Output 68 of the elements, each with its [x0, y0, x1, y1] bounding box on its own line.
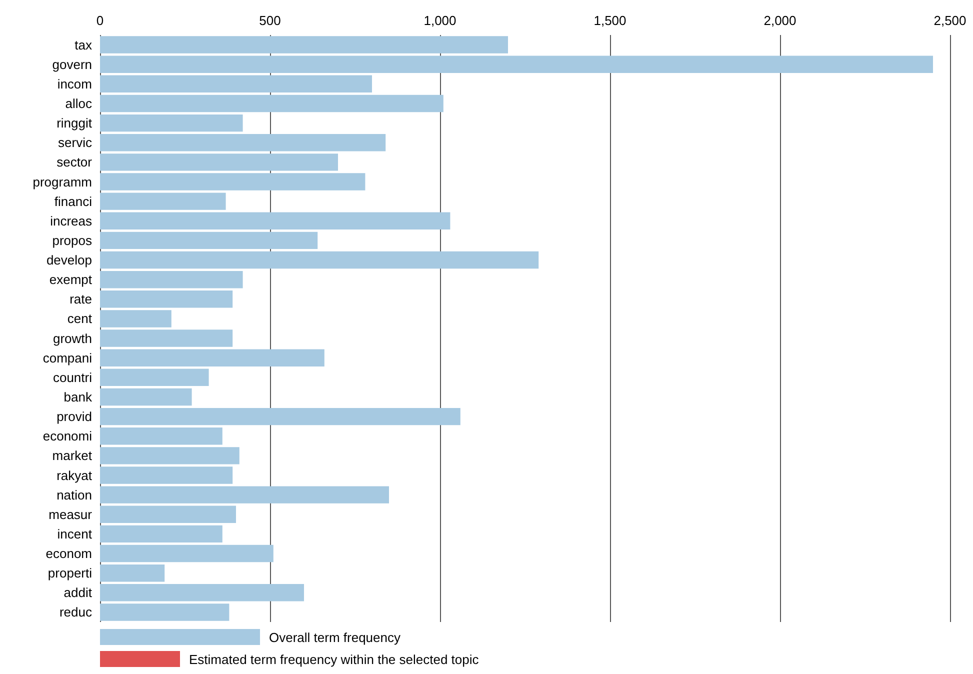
bar — [100, 232, 318, 250]
bar — [100, 251, 539, 269]
bar — [100, 330, 233, 347]
y-tick-label: incent — [57, 526, 92, 542]
y-tick-label: incom — [57, 76, 92, 92]
y-tick-label: reduc — [59, 604, 92, 620]
y-tick-label: economi — [42, 428, 92, 444]
y-tick-label: servic — [58, 135, 92, 150]
y-tick-label: countri — [52, 370, 92, 385]
y-tick-label: financi — [54, 194, 92, 209]
y-tick-label: measur — [48, 506, 93, 522]
bar — [100, 349, 324, 366]
bar — [100, 428, 222, 445]
y-tick-label: cent — [67, 311, 92, 326]
x-tick-label: 2,500 — [934, 13, 966, 28]
y-tick-label: alloc — [65, 96, 92, 111]
bar — [100, 506, 236, 523]
bar — [100, 604, 230, 621]
y-tick-label: compani — [42, 350, 92, 366]
bar — [100, 447, 240, 464]
y-tick-label: govern — [52, 56, 92, 72]
bar — [100, 94, 444, 112]
y-tick-label: exempt — [49, 272, 92, 288]
bar — [100, 408, 460, 426]
y-tick-label: propos — [52, 232, 92, 248]
bar — [100, 525, 222, 543]
y-tick-label: bank — [64, 389, 92, 404]
bar — [100, 270, 243, 288]
bar — [100, 173, 366, 190]
y-tick-label: increas — [50, 213, 92, 228]
text: Overall term frequency — [269, 630, 400, 644]
bar — [100, 114, 243, 132]
bar — [100, 564, 165, 582]
y-tick-label: nation — [56, 487, 92, 502]
bar — [100, 368, 209, 386]
y-tick-label: rakyat — [56, 468, 92, 483]
bar — [100, 154, 338, 171]
y-tick-label: programm — [32, 174, 92, 190]
bar — [100, 584, 304, 602]
bar — [100, 290, 233, 308]
bar — [100, 36, 508, 54]
y-tick-label: growth — [52, 330, 92, 346]
x-tick-label: 1,500 — [594, 13, 626, 28]
y-tick-label: tax — [74, 37, 92, 52]
y-tick-label: ringgit — [56, 116, 92, 131]
bar — [100, 388, 192, 406]
x-tick-label: 0 — [96, 13, 104, 28]
bar — [100, 212, 450, 230]
bar — [100, 466, 233, 484]
bar — [100, 192, 226, 210]
y-tick-label: addit — [64, 585, 92, 600]
bar — [100, 544, 274, 562]
bar — [100, 310, 172, 328]
y-tick-label: market — [52, 448, 92, 464]
y-tick-label: properti — [48, 566, 92, 581]
x-tick-label: 2,000 — [764, 13, 796, 28]
x-tick-label: 500 — [259, 13, 281, 28]
x-tick-label: 1,000 — [424, 13, 456, 28]
text: Estimated term frequency within the selected topic — [189, 652, 479, 666]
y-tick-label: sector — [56, 154, 93, 170]
y-tick-label: provid — [56, 409, 92, 424]
bar — [100, 486, 389, 504]
y-tick-label: rate — [70, 292, 92, 307]
bar — [100, 56, 933, 73]
bar — [100, 75, 372, 93]
y-tick-label: develop — [46, 252, 92, 268]
bar — [100, 134, 386, 152]
y-tick-label: econom — [46, 546, 92, 562]
